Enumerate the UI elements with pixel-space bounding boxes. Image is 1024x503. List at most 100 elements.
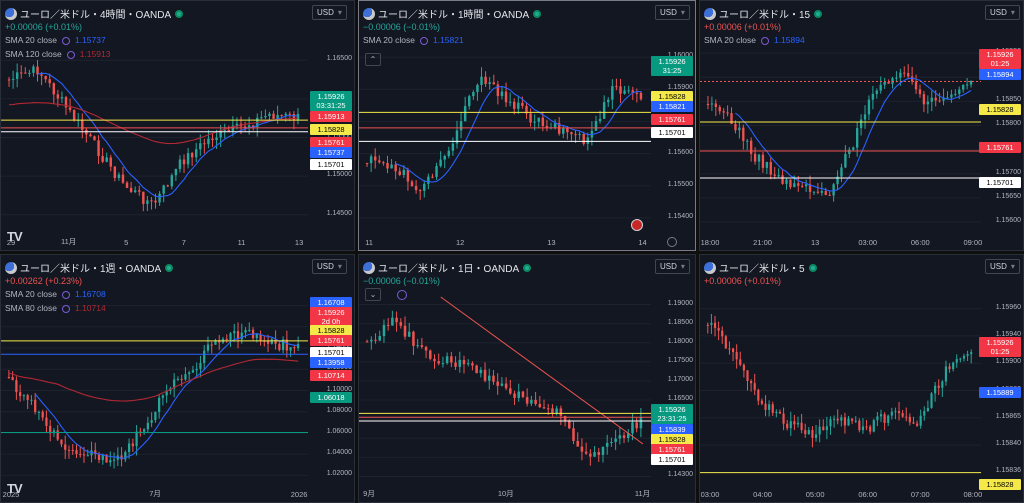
- candle-body: [264, 116, 267, 118]
- price-tick-label: 1.10000: [326, 385, 352, 393]
- currency-selector[interactable]: USD ▾: [985, 5, 1020, 20]
- currency-label: USD: [660, 8, 677, 17]
- price-tag-blue: 1.15889: [979, 386, 1021, 398]
- time-tick-label: 08:00: [963, 490, 983, 499]
- symbol-title[interactable]: ユーロ／米ドル・15: [719, 10, 811, 21]
- indicator-legend-row[interactable]: SMA 20 close 1.15737: [5, 35, 106, 45]
- indicator-legend-row[interactable]: SMA 120 close 1.15913: [5, 49, 110, 59]
- indicator-legend-row[interactable]: SMA 20 close 1.15894: [704, 35, 805, 45]
- candle-body: [875, 90, 878, 94]
- candle-body: [455, 130, 459, 144]
- candle-body: [521, 102, 524, 106]
- price-tag-yellow: 1.15828: [979, 479, 1021, 491]
- eurusd-flag-icon: [704, 7, 716, 20]
- indicator-settings-icon[interactable]: [397, 290, 407, 300]
- gear-icon[interactable]: [667, 237, 677, 247]
- indicator-legend-row[interactable]: SMA 80 close 1.10714: [5, 303, 106, 313]
- indicator-legend-row[interactable]: SMA 20 close 1.15821: [363, 35, 464, 45]
- chart-panel-5[interactable]: 1.159601.159401.159001.158801.158651.158…: [699, 254, 1024, 503]
- price-chart[interactable]: [1, 255, 355, 503]
- indicator-settings-icon[interactable]: [66, 50, 75, 59]
- price-chart[interactable]: [359, 1, 696, 251]
- price-tag-white: 1.15701: [979, 176, 1021, 188]
- candle-body: [871, 93, 875, 100]
- price-tag-value: 1.15821: [658, 102, 686, 112]
- candle-body: [905, 416, 908, 418]
- chart-panel-1w[interactable]: 1.180001.160001.140001.120001.100001.080…: [0, 254, 355, 503]
- symbol-header[interactable]: ユーロ／米ドル・5: [704, 260, 817, 275]
- candle-body: [825, 426, 828, 431]
- symbol-header[interactable]: ユーロ／米ドル・1週・OANDA: [5, 260, 174, 275]
- indicator-settings-icon[interactable]: [61, 304, 70, 313]
- candle-body: [807, 430, 810, 435]
- currency-selector[interactable]: USD ▾: [985, 259, 1020, 274]
- symbol-title[interactable]: ユーロ／米ドル・1週・OANDA: [20, 264, 162, 275]
- candle-body: [863, 114, 867, 120]
- economic-event-icon[interactable]: [631, 219, 643, 231]
- price-tick-label: 1.14300: [667, 471, 693, 479]
- indicator-settings-icon[interactable]: [61, 290, 70, 299]
- currency-selector[interactable]: USD ▾: [312, 5, 347, 20]
- candle-body: [199, 143, 202, 150]
- candle-body: [435, 166, 438, 177]
- indicator-settings-icon[interactable]: [760, 36, 769, 45]
- chart-panel-1d[interactable]: 1.19000 1.18500 1.18000 1.17500 1.17000 1.165…: [358, 254, 696, 503]
- indicator-legend-row[interactable]: SMA 20 close 1.16708: [5, 289, 106, 299]
- sma-line: [34, 333, 299, 459]
- price-chart[interactable]: [1, 1, 355, 251]
- price-tick-label: 1.15960: [995, 303, 1021, 311]
- currency-selector[interactable]: USD ▾: [655, 259, 690, 274]
- price-tick-label: 1.18500: [667, 318, 693, 326]
- symbol-header[interactable]: ユーロ／米ドル・1日・OANDA: [363, 260, 532, 275]
- legend-collapse-button[interactable]: ⌃: [365, 53, 381, 66]
- candle-body: [462, 359, 466, 365]
- candle-body: [572, 428, 575, 441]
- candle-body: [771, 404, 774, 413]
- candle-body: [32, 66, 35, 73]
- candle-body: [207, 138, 210, 145]
- indicator-settings-icon[interactable]: [419, 36, 428, 45]
- chart-panel-1h[interactable]: 1.160001.159001.157001.156001.155001.154…: [358, 0, 696, 251]
- candle-body: [184, 374, 187, 380]
- candle-body: [793, 183, 796, 188]
- candle-body: [133, 190, 137, 193]
- candle-body: [97, 140, 100, 157]
- candle-body: [508, 101, 512, 103]
- time-tick-label: 13: [810, 238, 820, 247]
- candle-body: [219, 130, 222, 138]
- currency-selector[interactable]: USD ▾: [655, 5, 690, 20]
- symbol-title[interactable]: ユーロ／米ドル・4時間・OANDA: [20, 10, 172, 21]
- legend-collapse-button[interactable]: ⌄: [365, 288, 381, 301]
- price-chart[interactable]: [700, 255, 1024, 503]
- chart-panel-4h[interactable]: 1.165001.160001.155001.150001.145002911月…: [0, 0, 355, 251]
- candle-body: [64, 444, 67, 450]
- candle-body: [131, 443, 134, 447]
- price-tag-white: 1.15701: [651, 454, 693, 466]
- price-chart[interactable]: [359, 255, 696, 503]
- price-chart[interactable]: [700, 1, 1024, 251]
- candle-body: [773, 174, 776, 176]
- price-axis[interactable]: 1.159601.159401.159001.158801.158651.158…: [981, 255, 1023, 502]
- candle-body: [468, 96, 471, 107]
- candle-body: [594, 121, 598, 131]
- candle-body: [855, 128, 859, 148]
- symbol-title[interactable]: ユーロ／米ドル・5: [719, 264, 805, 275]
- symbol-title[interactable]: ユーロ／米ドル・1日・OANDA: [378, 264, 520, 275]
- candle-body: [721, 330, 724, 337]
- symbol-header[interactable]: ユーロ／米ドル・15: [704, 6, 823, 21]
- currency-selector[interactable]: USD ▾: [312, 259, 347, 274]
- symbol-header[interactable]: ユーロ／米ドル・1時間・OANDA: [363, 6, 542, 21]
- price-axis[interactable]: 1.159501.159001.158501.158001.157501.157…: [981, 1, 1023, 250]
- time-tick-label: 18:00: [700, 238, 720, 247]
- candle-body: [861, 426, 865, 431]
- candle-body: [158, 397, 161, 413]
- price-tag-red: 1.15926 2d 0h: [310, 307, 352, 328]
- symbol-title[interactable]: ユーロ／米ドル・1時間・OANDA: [378, 10, 530, 21]
- candle-body: [538, 404, 542, 408]
- chart-panel-15[interactable]: 1.159501.159001.158501.158001.157501.157…: [699, 0, 1024, 251]
- candle-body: [753, 383, 756, 390]
- symbol-header[interactable]: ユーロ／米ドル・4時間・OANDA: [5, 6, 184, 21]
- price-axis[interactable]: 1.19000 1.18500 1.18000 1.17500 1.17000 1.165…: [651, 255, 695, 502]
- candle-body: [782, 413, 785, 424]
- indicator-settings-icon[interactable]: [61, 36, 70, 45]
